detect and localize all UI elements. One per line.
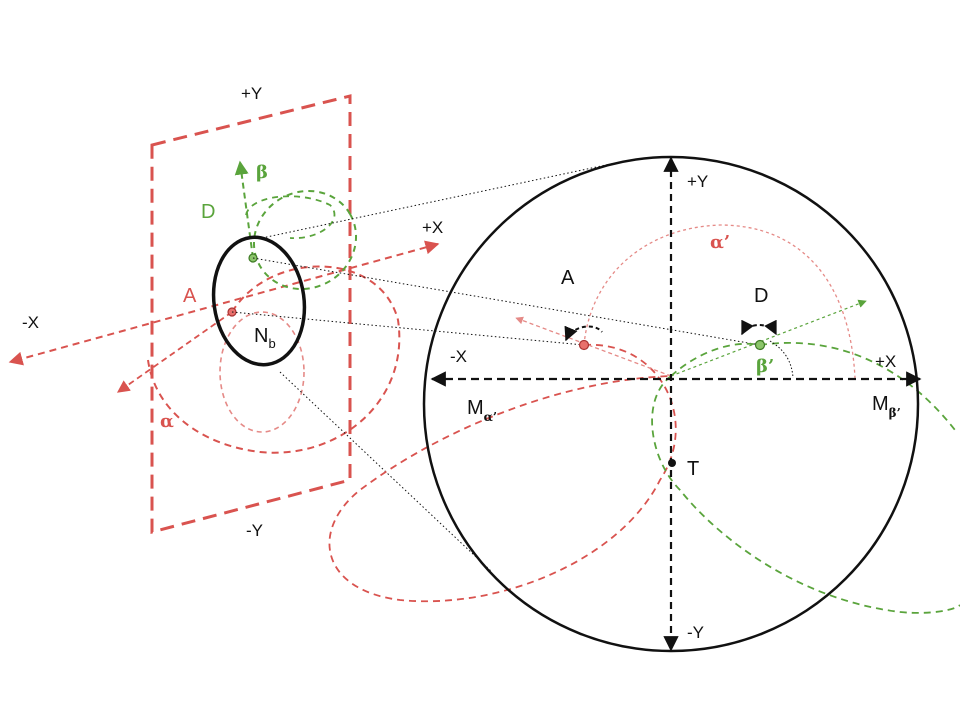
left-label-beta: β <box>256 162 268 183</box>
projection-line-top <box>261 161 621 239</box>
beta-prime-angle <box>769 340 794 379</box>
right-label-neg-x: -X <box>450 347 467 366</box>
point-a-prime-marker <box>578 339 590 351</box>
m-beta-label: Mβ’ <box>872 393 901 420</box>
left-view: +Y -Y +X -X D A β α Nb <box>8 84 443 540</box>
right-view: +Y -Y +X -X A D T α’ β’ Mα’ Mβ’ <box>328 155 960 653</box>
m-alpha-label: Mα’ <box>467 397 497 424</box>
nucleus-label: Nb <box>254 325 276 351</box>
right-label-beta-prime: β’ <box>756 356 774 377</box>
right-label-pos-x: +X <box>875 352 896 371</box>
left-x-axis <box>8 240 440 366</box>
alpha-prime-arc <box>583 224 856 379</box>
beta-prime-loop <box>651 342 960 614</box>
beta-prime-loop-upper <box>670 342 761 377</box>
projection-line-d <box>252 257 761 346</box>
left-label-alpha: α <box>160 411 174 432</box>
m-beta-main: M <box>872 393 889 415</box>
point-d-prime-marker <box>754 339 766 351</box>
projection-line-bottom <box>279 371 493 573</box>
left-label-pos-y: +Y <box>241 84 262 103</box>
right-label-neg-y: -Y <box>687 623 704 642</box>
right-label-pos-y: +Y <box>687 172 708 191</box>
alpha-arrow <box>116 311 233 393</box>
left-label-pos-x: +X <box>422 218 443 237</box>
alpha-arc-large <box>147 265 401 454</box>
right-label-t: T <box>687 458 699 480</box>
projection-line-a <box>231 311 585 346</box>
point-t-marker <box>668 459 676 467</box>
right-label-alpha-prime: α’ <box>710 232 730 253</box>
alpha-prime-loop <box>328 344 677 603</box>
right-label-d: D <box>754 285 768 307</box>
right-label-a: A <box>561 267 575 289</box>
beta-arrow <box>234 160 254 259</box>
nucleus-nb <box>211 235 307 367</box>
beta-loop-2 <box>245 195 336 239</box>
projection-plane <box>150 94 352 534</box>
rotation-mark-a <box>564 325 603 342</box>
nucleus-label-main: N <box>254 325 268 347</box>
alpha-prime-ray <box>515 316 672 377</box>
rotation-mark-d <box>741 319 777 336</box>
left-label-d: D <box>201 201 215 223</box>
alpha-loop-small <box>219 311 305 433</box>
m-alpha-sub: α’ <box>484 410 497 424</box>
m-alpha-main: M <box>467 397 484 419</box>
beta-prime-ray <box>670 299 867 377</box>
left-label-a: A <box>183 285 197 307</box>
m-beta-sub: β’ <box>889 406 901 420</box>
beta-loop-1 <box>252 189 358 291</box>
left-label-neg-x: -X <box>22 313 39 332</box>
left-label-neg-y: -Y <box>246 521 263 540</box>
nucleus-label-sub: b <box>268 336 275 351</box>
